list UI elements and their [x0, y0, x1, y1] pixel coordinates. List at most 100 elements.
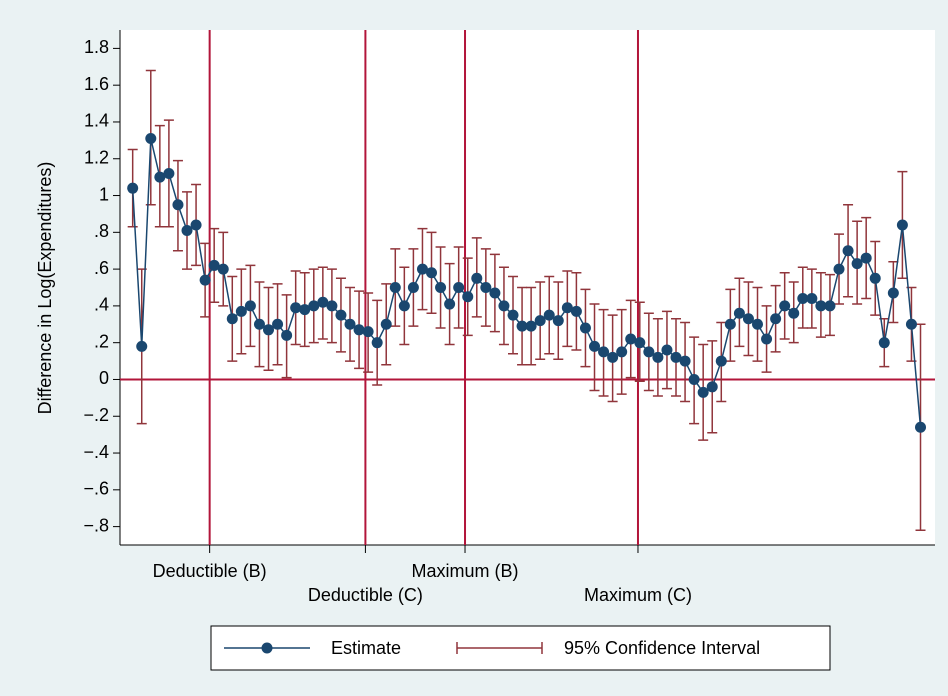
estimate-point — [199, 274, 211, 286]
y-axis-label: Difference in Log(Expenditures) — [35, 162, 55, 415]
estimate-point — [570, 305, 582, 317]
estimate-point — [163, 167, 175, 179]
estimate-point — [815, 300, 827, 312]
estimate-point — [915, 421, 927, 433]
estimate-point — [833, 263, 845, 275]
estimate-point — [779, 300, 791, 312]
estimate-point — [426, 267, 438, 279]
x-tick-label: Maximum (C) — [584, 585, 692, 605]
estimate-point — [362, 326, 374, 338]
y-tick-label: 1.4 — [84, 111, 109, 131]
estimate-point — [217, 263, 229, 275]
estimate-point — [407, 282, 419, 293]
y-tick-label: 0 — [99, 368, 109, 388]
y-tick-label: .2 — [94, 331, 109, 351]
estimate-point — [208, 259, 220, 271]
estimate-point — [444, 298, 456, 310]
estimate-point — [253, 318, 265, 330]
estimate-point — [652, 351, 664, 363]
y-tick-label: .8 — [94, 221, 109, 241]
estimate-point — [145, 133, 157, 145]
estimate-point — [317, 296, 329, 308]
estimate-point — [489, 287, 501, 299]
estimate-point — [543, 309, 555, 321]
estimate-point — [670, 351, 682, 363]
estimate-point — [761, 333, 773, 345]
y-tick-label: 1.6 — [84, 74, 109, 94]
estimate-point — [371, 337, 383, 349]
estimate-point — [226, 313, 238, 325]
estimate-point — [878, 337, 890, 349]
legend-label: 95% Confidence Interval — [564, 638, 760, 658]
estimate-point — [136, 340, 148, 352]
estimate-point — [507, 309, 519, 321]
estimate-point — [742, 313, 754, 325]
estimate-point — [516, 320, 528, 332]
y-tick-label: −.8 — [83, 515, 109, 535]
estimate-point — [552, 315, 564, 327]
legend-errorbar — [456, 642, 543, 654]
estimate-point — [579, 322, 591, 334]
estimate-point — [824, 300, 836, 312]
estimate-point — [679, 355, 691, 367]
estimate-point — [416, 263, 428, 275]
estimate-point — [263, 324, 275, 336]
estimate-point — [353, 324, 365, 336]
estimate-point — [869, 272, 881, 284]
estimate-point — [616, 346, 628, 358]
estimate-point — [788, 307, 800, 319]
estimate-point — [896, 219, 908, 231]
estimate-point — [697, 386, 709, 398]
estimate-point — [181, 224, 193, 236]
estimate-point — [190, 219, 202, 231]
estimate-point — [480, 282, 492, 293]
estimate-point — [435, 282, 447, 293]
estimate-point — [598, 346, 610, 358]
y-tick-label: 1.8 — [84, 37, 109, 57]
estimate-point — [797, 293, 809, 305]
y-tick-label: 1 — [99, 184, 109, 204]
estimate-point — [851, 258, 863, 270]
estimate-point — [235, 305, 247, 317]
estimate-point — [661, 344, 673, 356]
estimate-point — [154, 171, 166, 183]
estimate-point — [589, 340, 601, 352]
estimate-point — [733, 307, 745, 319]
y-tick-label: 1.2 — [84, 148, 109, 168]
estimate-point — [534, 315, 546, 327]
estimate-point — [905, 318, 917, 330]
x-tick-label: Deductible (C) — [308, 585, 423, 605]
x-tick-label: Maximum (B) — [412, 561, 519, 581]
estimate-point — [715, 355, 727, 367]
estimate-point — [272, 318, 284, 330]
x-tick-label: Deductible (B) — [153, 561, 267, 581]
estimate-point — [525, 320, 537, 332]
y-tick-label: .6 — [94, 258, 109, 278]
estimate-point — [244, 300, 256, 312]
estimate-point — [471, 272, 483, 284]
y-tick-label: −.2 — [83, 405, 109, 425]
estimate-point — [326, 300, 338, 312]
estimate-point — [344, 318, 356, 330]
legend-label: Estimate — [331, 638, 401, 658]
estimate-point — [308, 300, 320, 312]
y-tick-label: −.6 — [83, 479, 109, 499]
estimate-point — [887, 287, 899, 299]
estimate-point — [842, 245, 854, 257]
legend-marker — [261, 642, 273, 654]
estimate-point — [724, 318, 736, 330]
estimate-point — [281, 329, 293, 341]
estimate-point — [498, 300, 510, 312]
estimate-point — [172, 199, 184, 211]
estimate-point — [398, 300, 410, 312]
estimate-point — [453, 282, 465, 293]
estimate-point — [688, 373, 700, 385]
estimate-point — [770, 313, 782, 325]
estimate-point — [860, 252, 872, 264]
estimate-point — [299, 304, 311, 316]
estimate-point — [607, 351, 619, 363]
y-tick-label: −.4 — [83, 442, 109, 462]
estimate-point — [806, 293, 818, 305]
estimate-point — [706, 381, 718, 393]
